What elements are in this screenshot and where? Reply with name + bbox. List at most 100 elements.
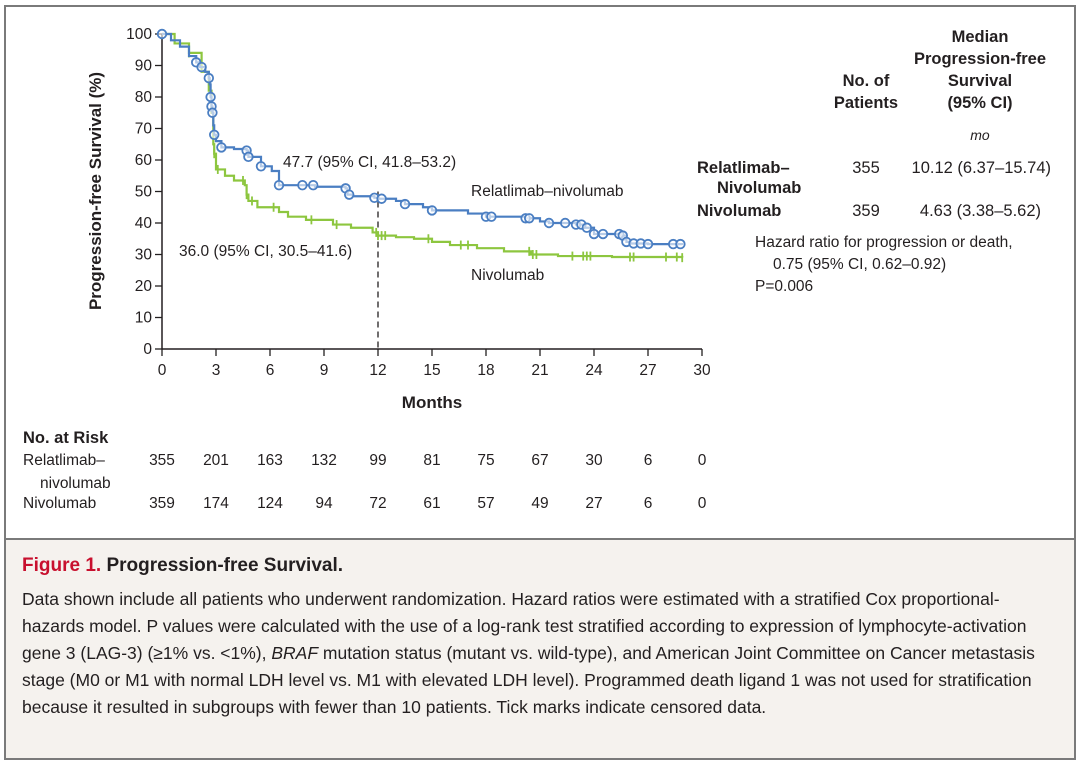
at-risk-value: 355 xyxy=(149,452,175,469)
x-tick-label: 3 xyxy=(212,362,221,379)
censor-mark xyxy=(205,91,216,103)
x-tick-label: 15 xyxy=(423,362,440,379)
caption-italic-braf: BRAF xyxy=(271,643,319,663)
at-risk-value: 163 xyxy=(257,452,283,469)
col-patients-line1: No. of xyxy=(843,72,890,90)
censor-mark xyxy=(524,213,535,224)
censor-mark xyxy=(399,198,411,210)
censor-mark xyxy=(156,28,168,40)
x-tick-label: 12 xyxy=(369,362,386,379)
at-risk-value: 201 xyxy=(203,452,229,469)
at-risk-value: 75 xyxy=(477,452,494,469)
row-nivolumab-patients: 359 xyxy=(852,202,880,220)
censor-mark xyxy=(203,72,215,84)
caption-box: Figure 1. Progression-free Survival. Dat… xyxy=(6,538,1074,758)
row-relatlimab-name1: Relatlimab– xyxy=(697,159,790,177)
y-tick-label: 70 xyxy=(135,121,153,138)
at-risk-value: 61 xyxy=(423,495,440,512)
at-risk-value: 27 xyxy=(585,495,602,512)
censor-mark xyxy=(426,205,438,216)
censor-mark xyxy=(543,217,555,229)
x-tick-label: 18 xyxy=(477,362,494,379)
at-risk-value: 0 xyxy=(698,495,707,512)
censor-mark xyxy=(486,211,497,222)
at-risk-value: 174 xyxy=(203,495,229,512)
at-risk-value: 6 xyxy=(644,452,653,469)
series-relatlimab-nivolumab xyxy=(156,28,686,250)
y-tick-label: 30 xyxy=(135,247,153,264)
censor-mark xyxy=(642,238,654,250)
censor-mark xyxy=(597,228,609,240)
at-risk-value: 72 xyxy=(369,495,386,512)
col-median-line4: (95% CI) xyxy=(947,94,1012,112)
censor-mark xyxy=(308,179,319,191)
curve-label-nivolumab: Nivolumab xyxy=(471,267,544,284)
p-value: P=0.006 xyxy=(755,278,813,295)
x-tick-label: 30 xyxy=(693,362,711,379)
at-risk-value: 94 xyxy=(315,495,333,512)
censor-mark xyxy=(273,179,285,191)
censor-mark xyxy=(297,179,308,191)
median-label-relatlimab: 47.7 (95% CI, 41.8–53.2) xyxy=(283,154,456,171)
censor-mark xyxy=(243,151,254,163)
curve-label-relatlimab: Relatlimab–nivolumab xyxy=(471,183,624,200)
hazard-ratio-line1: Hazard ratio for progression or death, xyxy=(755,234,1013,251)
axes: 0 10 20 30 40 50 60 70 80 90 100 0 3 6 9 12 15 18 21 24 27 30 xyxy=(126,26,711,379)
y-tick-label: 50 xyxy=(135,184,153,201)
x-axis-label: Months xyxy=(402,393,462,412)
row-nivolumab-name1: Nivolumab xyxy=(697,202,781,220)
at-risk-value: 359 xyxy=(149,495,175,512)
y-axis-label: Progression-free Survival (%) xyxy=(86,72,105,310)
y-tick-label: 0 xyxy=(143,341,152,358)
row-relatlimab-median: 10.12 (6.37–15.74) xyxy=(912,159,1051,177)
at-risk-value: 81 xyxy=(423,452,440,469)
censor-mark xyxy=(208,129,220,141)
x-tick-label: 24 xyxy=(585,362,603,379)
survival-curve xyxy=(162,32,684,259)
series-layer xyxy=(156,28,686,263)
censor-mark xyxy=(581,222,593,233)
median-label-nivolumab: 36.0 (95% CI, 30.5–41.6) xyxy=(179,243,352,260)
figure-frame: Figure 1. Progression-free Survival. Dat… xyxy=(4,5,1076,760)
at-risk-title: No. at Risk xyxy=(23,429,109,447)
x-tick-label: 0 xyxy=(158,362,167,379)
y-tick-label: 60 xyxy=(135,152,153,169)
censor-mark xyxy=(560,217,571,229)
col-median-line2: Progression-free xyxy=(914,50,1046,68)
summary-table: Median Progression-free Survival (95% CI… xyxy=(697,28,1051,295)
at-risk-value: 49 xyxy=(531,495,548,512)
x-tick-label: 21 xyxy=(531,362,548,379)
caption-text-1: Data shown include all patients who unde… xyxy=(22,589,1027,663)
censor-mark xyxy=(675,238,686,250)
col-median-line1: Median xyxy=(952,28,1009,46)
censor-mark xyxy=(196,61,207,73)
censor-mark xyxy=(588,228,600,240)
at-risk-value: 57 xyxy=(477,495,494,512)
x-tick-label: 6 xyxy=(266,362,275,379)
y-tick-label: 100 xyxy=(126,26,152,43)
at-risk-value: 6 xyxy=(644,495,653,512)
figure-label: Figure 1. xyxy=(22,555,102,576)
at-risk-nivolumab-label1: Nivolumab xyxy=(23,495,96,512)
col-median-line3: Survival xyxy=(948,72,1012,90)
x-tick-label: 27 xyxy=(639,362,656,379)
caption-text-2: mutation status (mutant vs. wild-type), … xyxy=(22,643,1035,717)
censor-mark xyxy=(207,107,218,118)
at-risk-value: 67 xyxy=(531,452,548,469)
col-patients-line2: Patients xyxy=(834,94,898,112)
unit-label: mo xyxy=(970,127,990,143)
at-risk-values: 355 201 163 132 99 81 75 67 30 6 0 359 174 124 94 72 61 5… xyxy=(149,452,707,512)
censor-mark xyxy=(376,193,387,204)
y-tick-label: 20 xyxy=(135,278,153,295)
y-tick-label: 10 xyxy=(135,310,153,327)
y-tick-label: 80 xyxy=(135,89,153,106)
at-risk-relatlimab-label1: Relatlimab– xyxy=(23,452,105,469)
y-tick-label: 90 xyxy=(135,58,153,75)
survival-curve xyxy=(162,32,684,246)
caption-title: Figure 1. Progression-free Survival. xyxy=(22,554,1058,578)
at-risk-value: 30 xyxy=(585,452,603,469)
censor-mark xyxy=(216,142,227,153)
at-risk-table: No. at Risk Relatlimab– nivolumab Nivolu… xyxy=(23,429,707,512)
at-risk-relatlimab-label2: nivolumab xyxy=(40,475,111,492)
